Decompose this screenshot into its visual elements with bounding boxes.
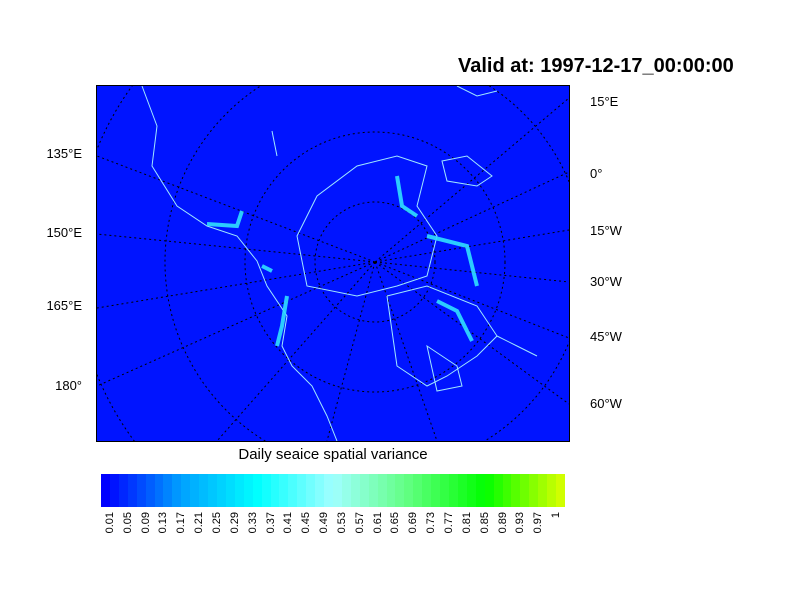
colorbar-box: [350, 474, 361, 507]
lon-label-150e: 150°E: [46, 225, 82, 240]
colorbar-box: [484, 474, 495, 507]
colorbar-tick-label: 0.73: [425, 512, 438, 534]
colorbar-box: [502, 474, 512, 507]
colorbar-tick-label: 0.49: [318, 512, 331, 534]
colorbar-box: [252, 474, 263, 507]
colorbar-box: [109, 474, 120, 507]
colorbar-box: [538, 474, 548, 507]
colorbar-box: [261, 474, 272, 507]
colorbar-ticks: 0.01 0.05 0.09 0.13 0.17 0.21 0.25 0.29 0.33 0.37…: [101, 512, 565, 562]
colorbar-box: [306, 474, 316, 507]
colorbar-box: [475, 474, 486, 507]
colorbar-box: [172, 474, 182, 507]
lon-label-15w: 15°W: [590, 223, 622, 238]
colorbar-box: [136, 474, 147, 507]
colorbar-box: [377, 474, 388, 507]
lon-label-165e: 165°E: [46, 298, 82, 313]
colorbar-tick-label: 0.45: [300, 512, 313, 534]
colorbar-box: [386, 474, 396, 507]
colorbar-tick-label: 0.53: [335, 512, 348, 534]
colorbar-box: [225, 474, 236, 507]
colorbar-tick-label: 0.97: [532, 512, 545, 534]
colorbar-box: [243, 474, 254, 507]
colorbar-tick-label: 0.01: [103, 512, 116, 534]
graticule: [74, 0, 676, 563]
colorbar-box: [101, 474, 111, 507]
colorbar-box: [431, 474, 441, 507]
lon-label-45w: 45°W: [590, 329, 622, 344]
colorbar-tick-label: 0.81: [460, 512, 473, 534]
colorbar-box: [118, 474, 129, 507]
colorbar-tick-label: 0.25: [211, 512, 223, 534]
colorbar-box: [368, 474, 379, 507]
plot-title: Valid at: 1997-12-17_00:00:00: [458, 55, 734, 77]
colorbar-tick-label: 0.17: [175, 512, 188, 534]
colorbar-box: [520, 474, 530, 507]
colorbar-box: [466, 474, 477, 507]
colorbar-tick-label: 0.29: [228, 512, 241, 534]
colorbar-box: [217, 474, 227, 507]
sea-ice-variance-features: [206, 175, 479, 347]
colorbar-box: [324, 474, 334, 507]
lon-label-0: 0°: [590, 166, 603, 181]
colorbar: [101, 474, 566, 507]
colorbar-tick-label: 0.85: [478, 512, 491, 534]
colorbar-box: [359, 474, 370, 507]
colorbar-tick-label: 0.33: [246, 512, 259, 534]
colorbar-box: [333, 474, 343, 507]
colorbar-box: [199, 474, 209, 507]
colorbar-box: [449, 474, 459, 507]
colorbar-box: [154, 474, 164, 507]
colorbar-tick-label: 0.93: [514, 512, 527, 534]
colorbar-tick-label: 0.57: [353, 512, 366, 534]
colorbar-tick-label: 0.13: [157, 512, 170, 534]
colorbar-tick-label: 1: [550, 512, 563, 519]
coastlines: [141, 85, 538, 442]
colorbar-box: [190, 474, 200, 507]
colorbar-tick-label: 0.69: [407, 512, 420, 534]
colorbar-box: [163, 474, 173, 507]
colorbar-box: [440, 474, 450, 507]
colorbar-tick-label: 0.41: [282, 512, 295, 534]
colorbar-tick-label: 0.21: [193, 512, 206, 534]
colorbar-box: [127, 474, 138, 507]
colorbar-box: [404, 474, 414, 507]
colorbar-tick-label: 0.09: [139, 512, 152, 534]
colorbar-box: [556, 474, 566, 507]
colorbar-tick-label: 0.89: [496, 512, 509, 534]
colorbar-tick-label: 0.37: [264, 512, 277, 534]
map-features: [74, 0, 676, 563]
colorbar-box: [493, 474, 504, 507]
lon-label-15e: 15°E: [590, 94, 619, 109]
colorbar-box: [422, 474, 432, 507]
colorbar-box: [457, 474, 468, 507]
map-panel: [74, 0, 676, 563]
lon-label-180: 180°: [55, 378, 82, 393]
colorbar-box: [234, 474, 245, 507]
lon-label-135e: 135°E: [46, 146, 82, 161]
lon-label-60w: 60°W: [590, 396, 622, 411]
colorbar-box: [511, 474, 521, 507]
colorbar-box: [145, 474, 156, 507]
colorbar-box: [529, 474, 539, 507]
colorbar-box: [395, 474, 405, 507]
lon-label-30w: 30°W: [590, 274, 622, 289]
colorbar-box: [270, 474, 280, 507]
colorbar-box: [315, 474, 325, 507]
colorbar-box: [288, 474, 298, 507]
colorbar-box: [547, 474, 557, 507]
colorbar-box: [297, 474, 307, 507]
colorbar-tick-label: 0.61: [371, 512, 384, 534]
colorbar-tick-label: 0.77: [443, 512, 455, 534]
colorbar-box: [413, 474, 423, 507]
colorbar-box: [181, 474, 191, 507]
colorbar-tick-label: 0.05: [121, 512, 134, 534]
colorbar-tick-label: 0.65: [389, 512, 402, 534]
colorbar-box: [208, 474, 218, 507]
colorbar-box: [279, 474, 289, 507]
colorbar-box: [341, 474, 352, 507]
colorbar-label: Daily seaice spatial variance: [238, 446, 428, 463]
